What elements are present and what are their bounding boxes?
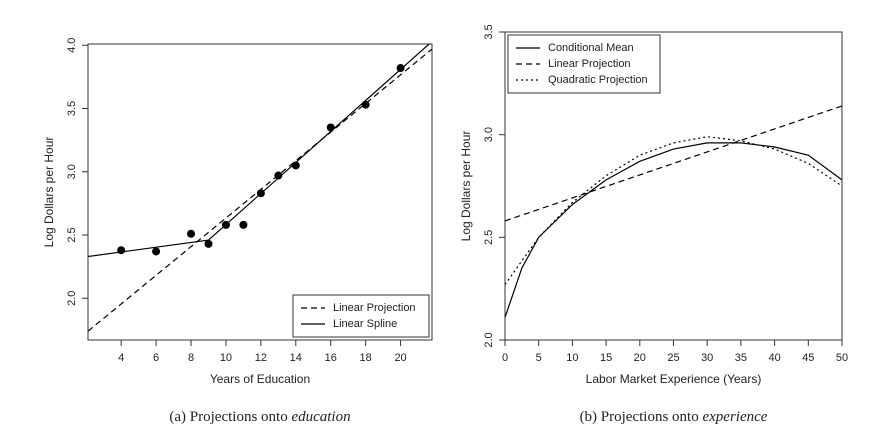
- x-tick-label: 40: [768, 352, 780, 364]
- x-axis-label: Years of Education: [210, 372, 310, 386]
- x-tick-label: 20: [634, 352, 646, 364]
- series-line: [505, 142, 842, 318]
- data-point: [326, 123, 335, 132]
- data-point: [152, 247, 161, 256]
- y-axis-label: Log Dollars per Hour: [42, 137, 56, 248]
- x-axis-label: Labor Market Experience (Years): [586, 372, 762, 386]
- x-tick-label: 4: [118, 352, 124, 364]
- series-line: [88, 44, 431, 258]
- x-tick-label: 16: [325, 352, 337, 364]
- legend-box: [292, 294, 430, 338]
- x-tick-label: 20: [394, 352, 406, 364]
- x-tick-label: 45: [802, 352, 814, 364]
- plot-area: [505, 105, 842, 318]
- x-tick-label: 15: [600, 352, 612, 364]
- series-line: [505, 136, 842, 285]
- x-tick-label: 8: [188, 352, 194, 364]
- x-tick-label: 14: [290, 352, 302, 364]
- data-point: [187, 229, 196, 238]
- legend-label: Quadratic Projection: [548, 74, 648, 86]
- y-tick-label: 2.5: [483, 230, 495, 245]
- y-tick-label: 4.0: [66, 38, 78, 53]
- caption-text: (a) Projections onto: [169, 409, 291, 425]
- caption-emphasis: experience: [702, 409, 767, 425]
- caption: (b) Projections onto experience: [580, 409, 768, 425]
- legend-label: Linear Projection: [333, 302, 416, 314]
- x-tick-label: 35: [735, 352, 747, 364]
- y-tick-label: 2.0: [483, 332, 495, 347]
- x-tick-label: 18: [360, 352, 372, 364]
- legend-label: Linear Spline: [333, 318, 397, 330]
- series-line: [505, 105, 842, 222]
- x-tick-label: 50: [836, 352, 848, 364]
- y-axis-label: Log Dollars per Hour: [459, 131, 473, 242]
- x-tick-label: 30: [701, 352, 713, 364]
- x-tick-label: 12: [255, 352, 267, 364]
- data-point: [204, 239, 213, 248]
- series-line: [88, 48, 432, 332]
- data-point: [117, 246, 126, 255]
- data-point: [396, 64, 405, 73]
- y-tick-label: 3.0: [66, 164, 78, 179]
- caption-emphasis: education: [291, 409, 350, 425]
- data-point: [291, 161, 300, 170]
- y-tick-label: 2.5: [66, 227, 78, 242]
- y-tick-label: 2.0: [66, 291, 78, 306]
- caption-text: (b) Projections onto: [580, 409, 703, 425]
- data-point: [239, 220, 248, 229]
- x-tick-label: 10: [220, 352, 232, 364]
- plot-frame: [87, 43, 433, 341]
- x-tick-label: 25: [667, 352, 679, 364]
- y-tick-label: 3.5: [483, 24, 495, 39]
- x-tick-label: 6: [153, 352, 159, 364]
- legend-label: Conditional Mean: [548, 42, 634, 54]
- x-tick-label: 0: [502, 352, 508, 364]
- legend-box: [507, 34, 661, 94]
- caption: (a) Projections onto education: [169, 409, 350, 425]
- plot-area: [88, 44, 432, 332]
- y-tick-label: 3.0: [483, 127, 495, 142]
- x-tick-label: 5: [536, 352, 542, 364]
- legend-label: Linear Projection: [548, 58, 631, 70]
- x-tick-label: 10: [566, 352, 578, 364]
- y-tick-label: 3.5: [66, 101, 78, 116]
